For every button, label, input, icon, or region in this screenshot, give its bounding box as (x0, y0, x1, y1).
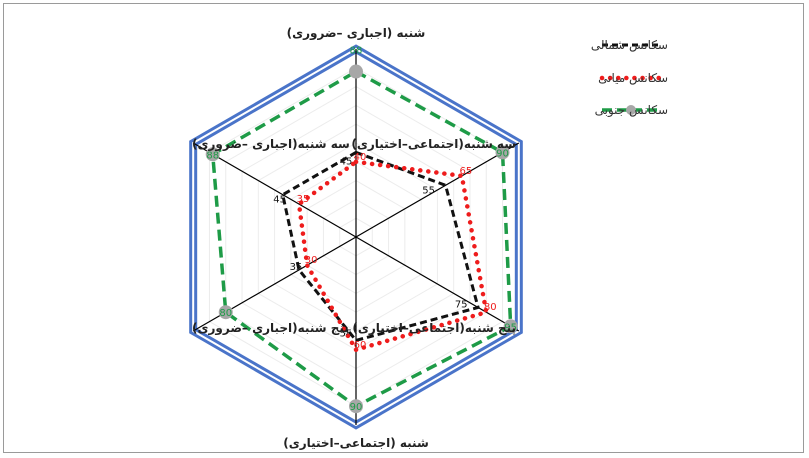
data-label: 80 (219, 308, 232, 319)
data-label: 80 (484, 302, 497, 313)
axis-label: شنبه (اجتماعی–اختیاری) (283, 436, 429, 450)
data-label: 35 (297, 194, 310, 205)
legend-label: سکانس شمالی (591, 38, 668, 53)
axis-label: پنج شنبه(اجتماعی–اختیاری) (352, 321, 516, 335)
data-label: 90 (496, 148, 509, 159)
data-label: 88 (206, 150, 219, 161)
data-label: 90 (350, 402, 363, 413)
legend-label: سکانس جنوبی (595, 103, 668, 118)
axis-label: سه شنبه(اجباری –ضروری) (192, 137, 350, 152)
series-marker (495, 145, 510, 160)
data-label: 55 (340, 328, 353, 339)
series-group: 40 65 80 60 30 35 (296, 152, 497, 353)
series-group: 45 55 75 55 35 45 (273, 150, 480, 343)
series-marker (503, 319, 518, 334)
series-group: 88 90 95 90 80 88 (205, 46, 518, 414)
data-label: 88 (350, 46, 363, 57)
data-label: 75 (455, 300, 468, 311)
series-marker (218, 305, 233, 320)
series-line (281, 150, 480, 343)
series-line (296, 159, 489, 353)
series-marker (349, 399, 363, 414)
series-line (210, 69, 513, 409)
legend-entry: سکانس جنوبی (595, 103, 668, 118)
data-label: 60 (354, 340, 367, 351)
spoke (355, 236, 520, 332)
legend-entry: سکانس میانی (598, 71, 668, 86)
axis-label: شنبه (اجباری –ضروری) (287, 26, 426, 41)
axis-label: پنج شنبه(اجباری –ضروری) (192, 321, 349, 336)
series-marker (205, 147, 220, 162)
data-label: 95 (504, 322, 517, 333)
legend-label: سکانس میانی (598, 71, 668, 86)
spoke (355, 142, 520, 238)
data-label: 65 (459, 166, 472, 177)
legend-entry: سکانس شمالی (591, 38, 668, 53)
data-label: 35 (290, 262, 303, 273)
axis-label: سه شنبه(اجتماعی–اختیاری) (351, 137, 516, 151)
legend-marker (626, 105, 636, 115)
legend: سکانس شمالی سکانس میانی سکانس جنوبی (591, 38, 668, 118)
axis-labels: شنبه (اجباری –ضروری) سه شنبه(اجتماعی–اختی… (192, 26, 516, 450)
data-label: 45 (273, 195, 286, 206)
spoke (192, 142, 357, 238)
series-marker (349, 64, 363, 79)
data-label: 45 (340, 156, 353, 167)
data-label: 55 (422, 185, 435, 196)
data-label: 40 (354, 152, 367, 163)
data-label: 30 (305, 255, 318, 266)
